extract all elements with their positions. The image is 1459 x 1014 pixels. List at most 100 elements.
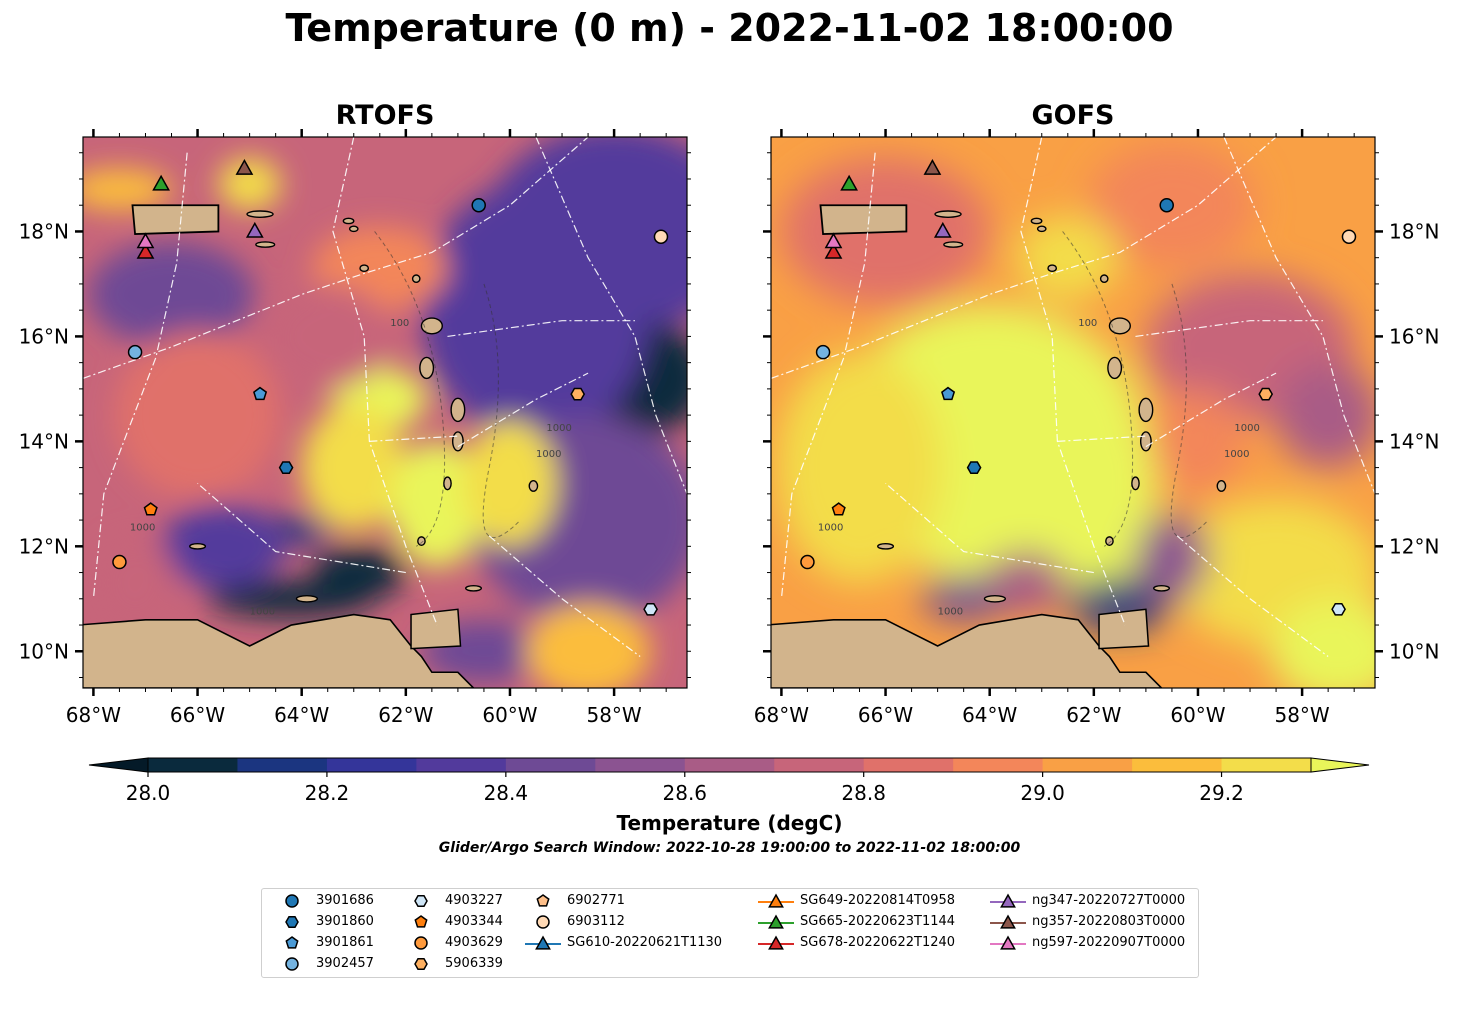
colorbar-bin bbox=[416, 758, 507, 772]
lon-tick-label: 64°W bbox=[274, 703, 329, 727]
bathymetry-contour-label: 1000 bbox=[250, 607, 275, 618]
legend-label: 3902457 bbox=[316, 956, 374, 971]
bathymetry-contour-label: 100 bbox=[1078, 318, 1097, 329]
obs-marker-SG678-20220622T1240 bbox=[824, 242, 843, 259]
lat-tick-label: 10°N bbox=[19, 639, 69, 663]
obs-marker-5906339 bbox=[570, 387, 586, 401]
search-window-note: Glider/Argo Search Window: 2022-10-28 19… bbox=[438, 840, 1021, 856]
colorbar-bin bbox=[148, 758, 238, 772]
colorbar-label: Temperature (degC) bbox=[616, 811, 843, 835]
lon-tick-label: 68°W bbox=[754, 703, 809, 727]
legend-marker-3902457 bbox=[285, 957, 299, 971]
legend-label: ng357-20220803T0000 bbox=[1032, 914, 1186, 929]
legend-marker-6902771 bbox=[536, 894, 550, 907]
lat-tick-label: 14°N bbox=[19, 429, 69, 453]
obs-marker-ng597-20220907T0000 bbox=[824, 232, 843, 249]
bathymetry-contour-label: 100 bbox=[390, 318, 409, 329]
obs-marker-SG665-20220623T1144 bbox=[840, 174, 858, 191]
bathymetry-contour-label: 1000 bbox=[130, 523, 155, 534]
obs-marker-3901860 bbox=[966, 461, 982, 474]
obs-marker-ng357-20220803T0000 bbox=[235, 158, 254, 175]
legend-marker-3901861 bbox=[285, 936, 299, 949]
legend-label: 5906339 bbox=[445, 956, 503, 971]
colorbar-over-arrow bbox=[1310, 757, 1370, 773]
legend-marker-SG610-20220621T1130 bbox=[535, 935, 551, 950]
obs-marker-3901686 bbox=[1159, 197, 1174, 213]
legend-label: 3901686 bbox=[316, 893, 374, 908]
lon-tick-label: 62°W bbox=[1066, 703, 1121, 727]
figure-title: Temperature (0 m) - 2022-11-02 18:00:00 bbox=[285, 6, 1174, 50]
colorbar-tick-label: 28.8 bbox=[841, 781, 886, 800]
legend-label: 4903629 bbox=[445, 935, 503, 950]
bathymetry-contour-label: 1000 bbox=[818, 523, 843, 534]
colorbar-tick-label: 29.2 bbox=[1199, 781, 1244, 800]
lat-tick-label: 10°N bbox=[1389, 639, 1439, 663]
lon-tick-label: 58°W bbox=[586, 703, 641, 727]
colorbar-bin bbox=[1221, 758, 1312, 772]
obs-marker-6903112 bbox=[653, 229, 669, 244]
map-frame bbox=[82, 136, 688, 689]
bathymetry-contour-label: 1000 bbox=[536, 449, 561, 460]
bathymetry-contour-label: 1000 bbox=[546, 423, 571, 434]
map-frame bbox=[770, 136, 1376, 689]
obs-marker-SG678-20220622T1240 bbox=[136, 242, 155, 259]
lon-tick-label: 68°W bbox=[66, 703, 121, 727]
colorbar-bin bbox=[505, 758, 596, 772]
obs-marker-3901686 bbox=[471, 197, 486, 213]
bathymetry-contour-label: 1000 bbox=[1234, 423, 1259, 434]
legend-label: SG610-20220621T1130 bbox=[567, 935, 723, 950]
obs-marker-ng597-20220907T0000 bbox=[136, 232, 155, 249]
colorbar-bin bbox=[953, 758, 1044, 772]
obs-marker-4903344 bbox=[831, 502, 846, 516]
lat-tick-label: 18°N bbox=[1389, 219, 1439, 243]
bathymetry-contour-label: 1000 bbox=[938, 607, 963, 618]
lon-tick-label: 62°W bbox=[378, 703, 433, 727]
obs-marker-SG665-20220623T1144 bbox=[152, 174, 170, 191]
obs-marker-3901860 bbox=[278, 461, 294, 474]
legend-marker-4903629 bbox=[414, 936, 428, 950]
obs-marker-4903344 bbox=[143, 502, 158, 516]
lat-tick-label: 16°N bbox=[1389, 324, 1439, 348]
legend-label: 6902771 bbox=[567, 893, 625, 908]
lon-tick-label: 58°W bbox=[1274, 703, 1329, 727]
lon-tick-label: 66°W bbox=[858, 703, 913, 727]
legend-marker-6903112 bbox=[536, 915, 550, 929]
obs-marker-ng357-20220803T0000 bbox=[923, 158, 942, 175]
legend-marker-4903344 bbox=[414, 915, 428, 928]
obs-marker-3902457 bbox=[815, 344, 831, 360]
obs-marker-5906339 bbox=[1258, 387, 1274, 401]
legend-label: 6903112 bbox=[567, 914, 625, 929]
colorbar-bin bbox=[863, 758, 954, 772]
legend: 3901686 3901860 3901861 3902457 4903227 49033… bbox=[261, 888, 1199, 978]
lat-tick-label: 18°N bbox=[19, 219, 69, 243]
obs-marker-4903227 bbox=[643, 602, 658, 616]
colorbar-tick-label: 28.0 bbox=[126, 781, 171, 800]
obs-marker-4903227 bbox=[1331, 602, 1346, 616]
legend-marker-4903227 bbox=[414, 895, 428, 907]
lon-tick-label: 60°W bbox=[482, 703, 537, 727]
legend-marker-5906339 bbox=[414, 958, 428, 970]
colorbar-bin bbox=[1042, 758, 1133, 772]
colorbar-bin bbox=[326, 758, 417, 772]
legend-marker-ng597-20220907T0000 bbox=[1000, 935, 1016, 950]
legend-marker-SG678-20220622T1240 bbox=[768, 935, 784, 950]
colorbar-tick-label: 28.4 bbox=[484, 781, 529, 800]
legend-label: 3901861 bbox=[316, 935, 374, 950]
obs-marker-4903629 bbox=[800, 554, 815, 570]
colorbar-under-arrow bbox=[88, 757, 149, 773]
colorbar-bin bbox=[684, 758, 775, 772]
legend-marker-SG649-20220814T0958 bbox=[768, 893, 784, 908]
lon-tick-label: 66°W bbox=[170, 703, 225, 727]
map-panels: 100 1000 1000 1000 1000 100 1000 1000 1000 1000 68… bbox=[19, 129, 1439, 727]
legend-label: ng597-20220907T0000 bbox=[1032, 935, 1186, 950]
obs-marker-6903112 bbox=[1341, 229, 1357, 244]
legend-label: SG649-20220814T0958 bbox=[800, 893, 956, 908]
obs-marker-3901861 bbox=[253, 386, 268, 401]
legend-marker-ng347-20220727T0000 bbox=[1000, 893, 1016, 908]
legend-marker-ng357-20220803T0000 bbox=[1000, 914, 1016, 929]
legend-marker-3901686 bbox=[285, 894, 299, 908]
legend-marker-3901860 bbox=[285, 916, 299, 928]
colorbar: 28.0 28.2 28.4 28.6 28.8 29.0 29.2 bbox=[88, 757, 1370, 800]
lon-tick-label: 64°W bbox=[962, 703, 1017, 727]
obs-marker-3901861 bbox=[941, 386, 956, 401]
